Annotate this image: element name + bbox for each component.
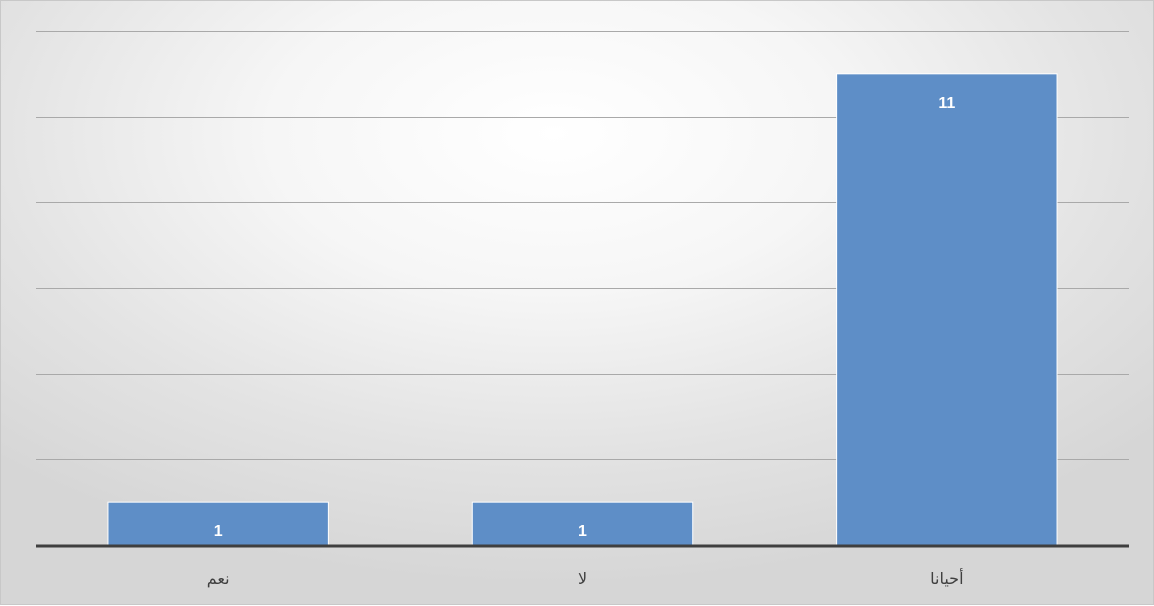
x-tick-label: أحيانا: [930, 568, 963, 588]
x-tick-label: نعم: [207, 569, 230, 588]
x-axis-tick-labels: نعم لا أحيانا: [207, 568, 964, 588]
data-label: 11: [938, 95, 955, 112]
bar: [836, 73, 1058, 546]
bars: 1 111: [107, 73, 1058, 546]
x-tick-label: لا: [578, 569, 587, 588]
bar: [471, 501, 694, 546]
data-label: 1: [214, 523, 223, 540]
data-label: 1: [578, 523, 587, 540]
